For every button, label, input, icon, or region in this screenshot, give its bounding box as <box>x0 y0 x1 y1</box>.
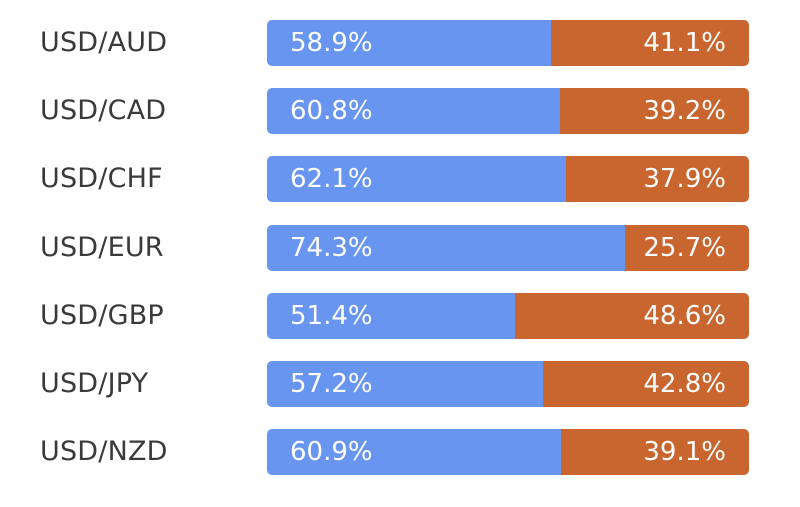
currency-pair-label: USD/NZD <box>40 436 168 468</box>
bar-segment-first <box>267 224 625 271</box>
bar-row-usd-gbp: USD/GBP 51.4% 48.6% <box>0 292 800 339</box>
first-value-label: 60.8% <box>290 96 373 127</box>
second-value-label: 42.8% <box>643 369 726 399</box>
first-value-label: 58.9% <box>290 28 373 58</box>
bar-segment-first <box>267 88 560 135</box>
second-value-label: 37.9% <box>643 164 726 195</box>
second-value-label: 39.1% <box>643 437 726 468</box>
currency-pair-label: USD/CHF <box>40 163 163 195</box>
bar-segment-first <box>267 361 543 407</box>
stacked-bar: 51.4% 48.6% <box>267 292 749 339</box>
stacked-bar: 58.9% 41.1% <box>267 20 749 66</box>
bar-segment-second <box>625 224 749 271</box>
bar-segment-second <box>543 361 749 407</box>
currency-pair-label: USD/EUR <box>40 231 164 263</box>
stacked-bar: 74.3% 25.7% <box>267 224 749 271</box>
bar-row-usd-chf: USD/CHF 62.1% 37.9% <box>0 156 800 203</box>
bar-segment-first <box>267 429 561 476</box>
bar-segment-second <box>561 429 749 476</box>
second-value-label: 48.6% <box>643 300 726 331</box>
first-value-label: 74.3% <box>290 232 373 263</box>
bar-row-usd-nzd: USD/NZD 60.9% 39.1% <box>0 429 800 476</box>
bar-segment-second <box>560 88 749 135</box>
second-value-label: 41.1% <box>643 28 726 58</box>
first-value-label: 57.2% <box>290 369 373 399</box>
bar-segment-first <box>267 20 551 66</box>
bar-row-usd-cad: USD/CAD 60.8% 39.2% <box>0 88 800 135</box>
first-value-label: 60.9% <box>290 437 373 468</box>
second-value-label: 39.2% <box>643 96 726 127</box>
stacked-bar: 60.9% 39.1% <box>267 429 749 476</box>
bar-row-usd-eur: USD/EUR 74.3% 25.7% <box>0 224 800 271</box>
bar-segment-first <box>267 156 566 203</box>
currency-pair-label: USD/JPY <box>40 368 149 399</box>
bar-segment-second <box>566 156 749 203</box>
stacked-bar: 57.2% 42.8% <box>267 361 749 407</box>
stacked-bar: 62.1% 37.9% <box>267 156 749 203</box>
bar-segment-first <box>267 292 515 339</box>
first-value-label: 51.4% <box>290 300 373 331</box>
bar-row-usd-jpy: USD/JPY 57.2% 42.8% <box>0 361 800 407</box>
bar-row-usd-aud: USD/AUD 58.9% 41.1% <box>0 20 800 66</box>
stacked-bar: 60.8% 39.2% <box>267 88 749 135</box>
currency-pair-label: USD/AUD <box>40 27 168 58</box>
bar-segment-second <box>515 292 749 339</box>
currency-pair-label: USD/GBP <box>40 299 164 331</box>
second-value-label: 25.7% <box>643 232 726 263</box>
bar-segment-second <box>551 20 749 66</box>
first-value-label: 62.1% <box>290 164 373 195</box>
currency-pair-label: USD/CAD <box>40 95 167 127</box>
